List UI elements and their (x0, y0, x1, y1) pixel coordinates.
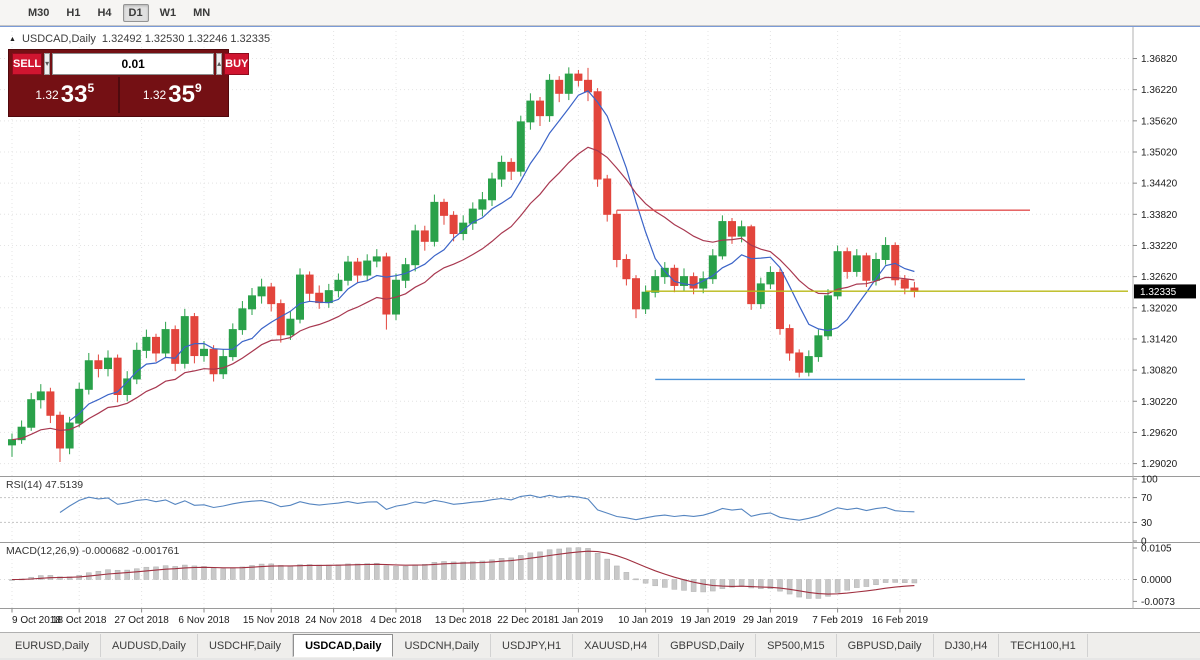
timeframe-button-mn[interactable]: MN (193, 6, 211, 19)
svg-text:1.34420: 1.34420 (1141, 179, 1178, 190)
svg-text:6 Nov 2018: 6 Nov 2018 (178, 615, 230, 626)
buy-price-pips: 35 (168, 81, 195, 108)
volume-input[interactable] (52, 53, 215, 75)
svg-text:1.32020: 1.32020 (1141, 303, 1178, 314)
svg-text:0.0000: 0.0000 (1141, 575, 1172, 586)
chart-tab-eurusd-daily[interactable]: EURUSD,Daily (4, 634, 101, 657)
chart-ohlc-title: ▲ USDCAD,Daily 1.32492 1.32530 1.32246 1… (9, 33, 270, 45)
timeframe-bar: M30 H1 H4 D1 W1 MN (0, 0, 1200, 26)
price-chart[interactable]: 1.36820 1.36220 1.35620 1.35020 1.34420 1.338… (0, 27, 1200, 633)
chart-tab-tech100-h1[interactable]: TECH100,H1 (999, 634, 1088, 657)
timeframe-button-h1[interactable]: H1 (66, 6, 81, 19)
svg-text:70: 70 (1141, 493, 1153, 504)
ma-slow-line (11, 146, 915, 441)
chart-tab-xauusd-h4[interactable]: XAUUSD,H4 (573, 634, 660, 657)
svg-text:13 Dec 2018: 13 Dec 2018 (435, 615, 492, 626)
svg-text:1.36220: 1.36220 (1141, 85, 1178, 96)
buy-price-display[interactable]: 1.32 35 9 (117, 77, 226, 113)
price-axis[interactable]: 1.36820 1.36220 1.35620 1.35020 1.34420 1.338… (1133, 54, 1196, 470)
svg-text:1.30820: 1.30820 (1141, 366, 1178, 377)
svg-text:1.29620: 1.29620 (1141, 428, 1178, 439)
svg-text:1.31420: 1.31420 (1141, 334, 1178, 345)
svg-text:18 Oct 2018: 18 Oct 2018 (52, 615, 107, 626)
svg-text:24 Nov 2018: 24 Nov 2018 (305, 615, 362, 626)
svg-text:7 Feb 2019: 7 Feb 2019 (812, 615, 863, 626)
svg-text:16 Feb 2019: 16 Feb 2019 (872, 615, 929, 626)
svg-text:10 Jan 2019: 10 Jan 2019 (618, 615, 673, 626)
current-price-tag (1134, 284, 1196, 299)
chart-tab-usdchf-daily[interactable]: USDCHF,Daily (198, 634, 294, 657)
chart-icon: ▲ (9, 35, 16, 43)
timeframe-button-h4[interactable]: H4 (97, 6, 112, 19)
svg-text:9 Oct 2018: 9 Oct 2018 (12, 615, 61, 626)
rsi-label: RSI(14) 47.5139 (6, 479, 83, 491)
chart-tab-dj30-h4[interactable]: DJ30,H4 (934, 634, 1000, 657)
svg-text:30: 30 (1141, 518, 1153, 529)
svg-text:22 Dec 2018: 22 Dec 2018 (497, 615, 554, 626)
timeframe-button-m30[interactable]: M30 (28, 6, 50, 19)
svg-text:1.35620: 1.35620 (1141, 116, 1178, 127)
grid (0, 31, 1133, 609)
volume-decrease-button[interactable]: ▾ (44, 53, 51, 75)
chart-tab-usdjpy-h1[interactable]: USDJPY,H1 (491, 634, 574, 657)
buy-price-whole: 1.32 (142, 88, 167, 102)
chart-tab-sp500-m15[interactable]: SP500,M15 (756, 634, 837, 657)
svg-text:29 Jan 2019: 29 Jan 2019 (743, 615, 798, 626)
chart-ohlc-values: 1.32492 1.32530 1.32246 1.32335 (101, 33, 271, 45)
svg-text:1.33820: 1.33820 (1141, 210, 1178, 221)
chart-tab-audusd-daily[interactable]: AUDUSD,Daily (101, 634, 198, 657)
svg-text:1.35020: 1.35020 (1141, 147, 1178, 158)
svg-text:0.0105: 0.0105 (1141, 544, 1172, 555)
chart-tab-gbpusd-daily[interactable]: GBPUSD,Daily (837, 634, 934, 657)
svg-text:19 Jan 2019: 19 Jan 2019 (680, 615, 735, 626)
svg-text:1.36820: 1.36820 (1141, 54, 1178, 65)
svg-text:100: 100 (1141, 475, 1158, 486)
svg-text:1.32335: 1.32335 (1140, 287, 1177, 298)
chart-window[interactable]: 1.36820 1.36220 1.35620 1.35020 1.34420 1.338… (0, 26, 1200, 633)
candles (8, 67, 919, 463)
svg-text:15 Nov 2018: 15 Nov 2018 (243, 615, 300, 626)
svg-text:0: 0 (1141, 537, 1147, 548)
macd-histogram (9, 547, 918, 599)
chart-tabbar: EURUSD,Daily AUDUSD,Daily USDCHF,Daily USDC… (0, 632, 1200, 658)
timeframe-button-d1[interactable]: D1 (122, 3, 149, 22)
svg-text:1.32620: 1.32620 (1141, 272, 1178, 283)
volume-increase-button[interactable]: ▴ (216, 53, 223, 75)
sell-button[interactable]: SELL (12, 53, 43, 75)
sell-price-point: 5 (87, 81, 95, 95)
svg-text:-0.0073: -0.0073 (1141, 597, 1175, 608)
timeframe-button-w1[interactable]: W1 (159, 6, 177, 19)
svg-text:27 Oct 2018: 27 Oct 2018 (114, 615, 169, 626)
svg-text:1.29020: 1.29020 (1141, 459, 1178, 470)
ma-fast-line (69, 90, 915, 422)
buy-price-point: 9 (194, 81, 202, 95)
chart-symbol-label: USDCAD,Daily (21, 33, 96, 45)
svg-text:1 Jan 2019: 1 Jan 2019 (554, 615, 604, 626)
sell-price-pips: 33 (60, 81, 88, 108)
svg-text:1.33220: 1.33220 (1141, 241, 1178, 252)
rsi-line (59, 494, 915, 521)
chart-tab-gbpusd-daily[interactable]: GBPUSD,Daily (659, 634, 757, 657)
chart-tab-usdcnh-daily[interactable]: USDCNH,Daily (393, 634, 492, 657)
macd-signal-line (11, 550, 915, 595)
sell-price-whole: 1.32 (35, 88, 59, 102)
svg-text:1.30220: 1.30220 (1141, 397, 1178, 408)
svg-text:4 Dec 2018: 4 Dec 2018 (370, 615, 422, 626)
buy-button[interactable]: BUY (224, 53, 250, 75)
macd-label: MACD(12,26,9) -0.000682 -0.001761 (6, 545, 180, 557)
chart-tab-usdcad-daily[interactable]: USDCAD,Daily (293, 634, 394, 657)
sell-price-display[interactable]: 1.32 33 5 (12, 77, 118, 113)
